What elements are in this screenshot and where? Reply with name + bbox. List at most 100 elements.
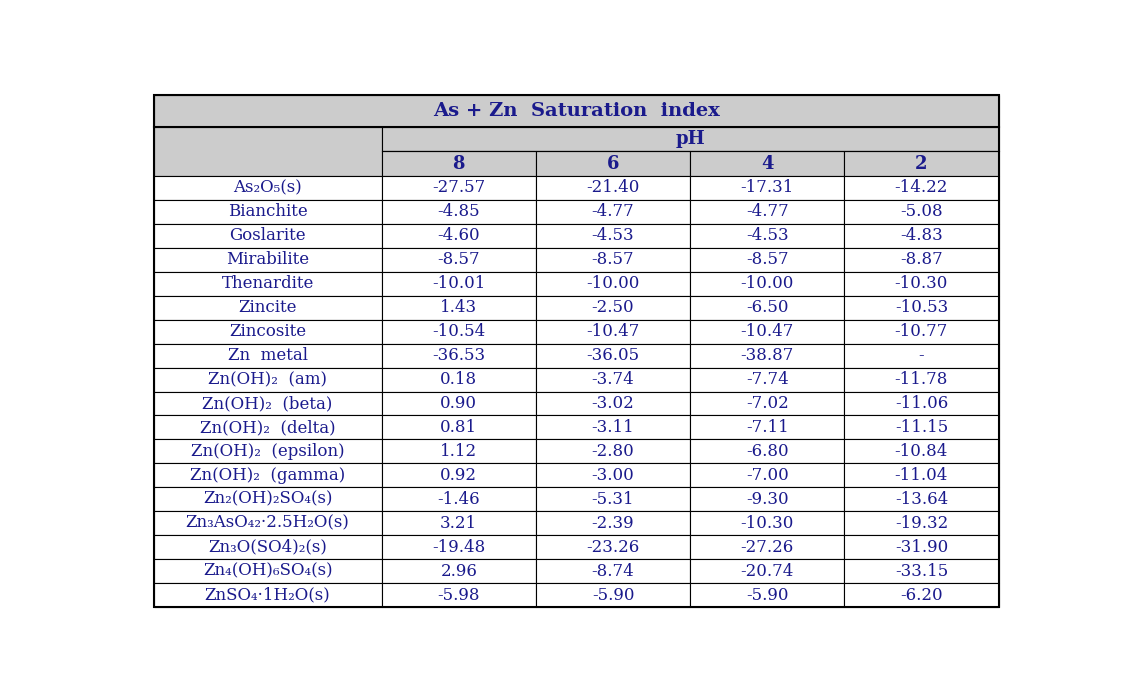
Text: -23.26: -23.26 [587,538,640,556]
Text: -5.90: -5.90 [591,587,634,604]
Bar [844,464,998,487]
Bar [154,439,382,464]
Bar [154,224,382,247]
Text: Zn(OH)₂  (beta): Zn(OH)₂ (beta) [202,395,333,412]
Text: Zn(OH)₂  (delta): Zn(OH)₂ (delta) [200,419,335,436]
Text: -2.80: -2.80 [591,443,634,460]
Bar [154,584,382,607]
Bar [690,319,844,344]
Text: -13.64: -13.64 [895,491,948,508]
Bar [536,319,690,344]
Text: -8.87: -8.87 [900,251,943,268]
Text: -11.06: -11.06 [895,395,948,412]
Text: -20.74: -20.74 [741,563,794,580]
Bar [154,487,382,511]
Bar [844,296,998,319]
Text: -5.08: -5.08 [900,203,943,220]
Text: -5.90: -5.90 [746,587,788,604]
Text: Zn  metal: Zn metal [228,347,308,364]
Bar [536,272,690,296]
Text: 4: 4 [761,155,773,173]
Bar [382,416,536,439]
Text: 6: 6 [607,155,619,173]
Text: 3.21: 3.21 [441,515,478,532]
Bar [690,511,844,535]
Bar [382,200,536,224]
Bar [154,95,998,127]
Bar [536,296,690,319]
Text: -36.53: -36.53 [433,347,486,364]
Text: -3.11: -3.11 [591,419,634,436]
Text: -7.11: -7.11 [746,419,789,436]
Text: -10.30: -10.30 [741,515,794,532]
Text: 8: 8 [453,155,465,173]
Bar [382,367,536,392]
Text: -27.57: -27.57 [433,179,486,196]
Text: Zn₃AsO₄₂·2.5H₂O(s): Zn₃AsO₄₂·2.5H₂O(s) [185,515,350,532]
Text: -2.50: -2.50 [591,299,634,316]
Bar [690,392,844,416]
Text: -3.00: -3.00 [591,467,634,484]
Bar [382,487,536,511]
Text: Goslarite: Goslarite [229,227,306,244]
Bar [844,439,998,464]
Bar [844,319,998,344]
Text: 0.18: 0.18 [441,371,478,388]
Bar [154,127,382,176]
Bar [690,367,844,392]
Text: pH: pH [676,130,705,148]
Text: -5.31: -5.31 [591,491,634,508]
Bar [690,584,844,607]
Bar [844,367,998,392]
Bar [844,224,998,247]
Text: -10.47: -10.47 [741,323,794,340]
Text: Zincosite: Zincosite [229,323,306,340]
Text: -10.53: -10.53 [895,299,948,316]
Bar [154,319,382,344]
Bar [154,392,382,416]
Text: -10.30: -10.30 [895,275,949,292]
Text: -6.50: -6.50 [746,299,788,316]
Text: Zincite: Zincite [238,299,297,316]
Bar [382,151,536,176]
Text: -7.74: -7.74 [746,371,789,388]
Bar [844,272,998,296]
Bar [844,487,998,511]
Bar [382,559,536,584]
Text: Thenardite: Thenardite [221,275,314,292]
Text: Bianchite: Bianchite [228,203,308,220]
Bar [844,535,998,559]
Bar [154,511,382,535]
Text: -8.57: -8.57 [437,251,480,268]
Bar [536,416,690,439]
Text: Zn₃O(SO4)₂(s): Zn₃O(SO4)₂(s) [208,538,327,556]
Text: -4.53: -4.53 [746,227,789,244]
Text: -1.46: -1.46 [437,491,480,508]
Text: -: - [918,347,924,364]
Bar [154,367,382,392]
Text: 0.90: 0.90 [441,395,478,412]
Text: 1.43: 1.43 [441,299,478,316]
Text: 0.92: 0.92 [441,467,478,484]
Text: -14.22: -14.22 [895,179,949,196]
Text: 0.81: 0.81 [441,419,478,436]
Bar [690,439,844,464]
Text: -19.48: -19.48 [433,538,486,556]
Text: -33.15: -33.15 [895,563,948,580]
Bar [536,584,690,607]
Bar [154,416,382,439]
Text: -36.05: -36.05 [587,347,640,364]
Bar [844,151,998,176]
Text: Zn₂(OH)₂SO₄(s): Zn₂(OH)₂SO₄(s) [203,491,333,508]
Text: ZnSO₄·1H₂O(s): ZnSO₄·1H₂O(s) [205,587,330,604]
Text: -10.54: -10.54 [433,323,486,340]
Bar [382,392,536,416]
Bar [382,319,536,344]
Bar [382,535,536,559]
Bar [382,176,536,200]
Bar [536,487,690,511]
Text: -4.53: -4.53 [591,227,634,244]
Text: Zn₄(OH)₆SO₄(s): Zn₄(OH)₆SO₄(s) [202,563,333,580]
Bar [154,535,382,559]
Bar [536,224,690,247]
